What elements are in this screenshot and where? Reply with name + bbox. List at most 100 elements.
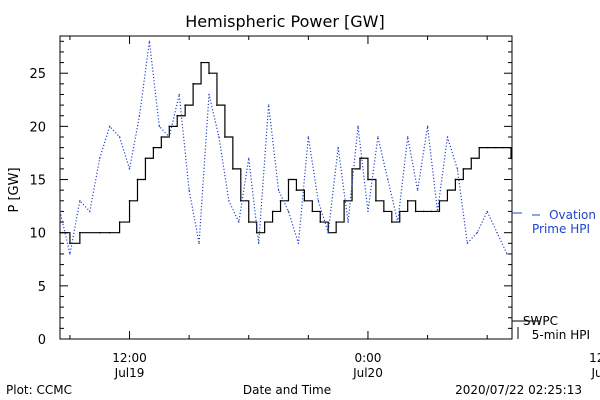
ovation-point xyxy=(168,136,170,138)
ovation-point xyxy=(218,136,220,138)
swpc-point xyxy=(192,83,194,85)
legend-swpc-line2: 5-min HPI xyxy=(532,328,590,342)
y-tick-label: 10 xyxy=(29,227,46,242)
series-line-ovation xyxy=(60,41,508,255)
ovation-point xyxy=(248,157,250,159)
swpc-point xyxy=(470,157,473,160)
swpc-point xyxy=(216,104,218,106)
ovation-point xyxy=(317,200,319,202)
y-axis: 0 5 10 15 20 25 xyxy=(29,40,512,348)
swpc-point xyxy=(375,199,377,202)
ovation-point xyxy=(267,104,270,106)
swpc-point xyxy=(128,199,131,202)
swpc-point xyxy=(184,104,186,106)
ovation-point xyxy=(446,136,449,138)
ovation-point xyxy=(377,136,379,138)
ovation-point xyxy=(476,231,478,234)
plot-credit: Plot: CCMC xyxy=(6,383,72,397)
ovation-point xyxy=(436,210,439,213)
x-tick-time-label: 0:00 xyxy=(354,351,381,365)
swpc-point xyxy=(152,146,155,149)
ovation-point xyxy=(148,40,151,43)
ovation-point xyxy=(238,221,240,223)
swpc-point xyxy=(200,61,202,64)
swpc-point xyxy=(69,242,71,245)
x-tick-date-label: Jul19 xyxy=(114,366,145,380)
swpc-point xyxy=(59,231,61,234)
swpc-point xyxy=(108,231,111,234)
ovation-point xyxy=(297,242,300,245)
y-tick-label: 20 xyxy=(29,120,46,135)
y-tick-label: 25 xyxy=(29,67,46,82)
ovation-point xyxy=(188,189,190,191)
ovation-point xyxy=(397,221,399,223)
ovation-point xyxy=(208,93,210,96)
swpc-point xyxy=(287,178,290,181)
swpc-point xyxy=(486,146,488,149)
ovation-point xyxy=(416,189,419,191)
ovation-point xyxy=(486,210,488,213)
swpc-point xyxy=(311,210,314,213)
ovation-point xyxy=(128,168,131,170)
ovation-point xyxy=(406,136,409,138)
series-line-swpc xyxy=(60,61,512,244)
swpc-point xyxy=(79,231,81,234)
swpc-point xyxy=(446,189,449,191)
swpc-point xyxy=(279,199,282,202)
x-tick-time-label: 12:00 xyxy=(589,351,600,365)
swpc-point xyxy=(263,221,266,223)
swpc-point xyxy=(160,136,163,138)
ovation-point xyxy=(357,125,359,128)
ovation-point xyxy=(69,253,71,255)
swpc-point xyxy=(208,72,210,75)
ovation-point xyxy=(367,210,369,213)
x-axis: 12:00Jul190:00Jul2012:00Jul200:00Jul2112… xyxy=(69,36,600,380)
swpc-point xyxy=(136,178,139,181)
ovation-point xyxy=(496,231,498,234)
swpc-point xyxy=(118,221,121,223)
ovation-point xyxy=(198,242,200,245)
swpc-point xyxy=(319,221,322,223)
chart-title: Hemispheric Power [GW] xyxy=(185,12,384,31)
swpc-point xyxy=(247,221,250,223)
ovation-point xyxy=(347,221,349,223)
swpc-point xyxy=(295,189,298,191)
swpc-point xyxy=(494,146,496,149)
ovation-point xyxy=(327,231,329,234)
swpc-point xyxy=(414,210,417,213)
ovation-point xyxy=(337,146,339,149)
ovation-point xyxy=(506,253,508,255)
swpc-point xyxy=(168,125,171,128)
ovation-point xyxy=(178,93,180,96)
ovation-point xyxy=(99,157,101,159)
swpc-point xyxy=(390,221,393,223)
y-tick-label: 5 xyxy=(38,280,46,295)
ovation-point xyxy=(108,125,111,128)
series-layer xyxy=(59,40,512,255)
ovation-point xyxy=(118,136,121,138)
swpc-point xyxy=(478,146,481,149)
ovation-point xyxy=(426,125,429,128)
x-tick-time-label: 12:00 xyxy=(112,351,147,365)
ovation-point xyxy=(59,210,61,213)
swpc-point xyxy=(367,178,369,181)
ovation-point xyxy=(307,136,310,138)
swpc-point xyxy=(303,199,306,202)
swpc-point xyxy=(98,231,101,234)
swpc-point xyxy=(224,136,226,138)
ovation-point xyxy=(158,125,161,128)
ovation-point xyxy=(387,178,389,181)
x-tick-date-label: Jul20 xyxy=(590,366,600,380)
x-tick-date-label: Jul20 xyxy=(352,366,383,380)
ovation-point xyxy=(79,200,81,202)
ovation-point xyxy=(138,115,141,117)
swpc-point xyxy=(502,146,504,149)
swpc-point xyxy=(335,221,337,223)
swpc-point xyxy=(359,157,361,160)
legend-swpc: SWPC 5-min HPI xyxy=(512,314,590,342)
swpc-point xyxy=(232,168,234,170)
ovation-point xyxy=(287,210,290,213)
swpc-point xyxy=(454,178,457,181)
ovation-point xyxy=(228,200,230,202)
